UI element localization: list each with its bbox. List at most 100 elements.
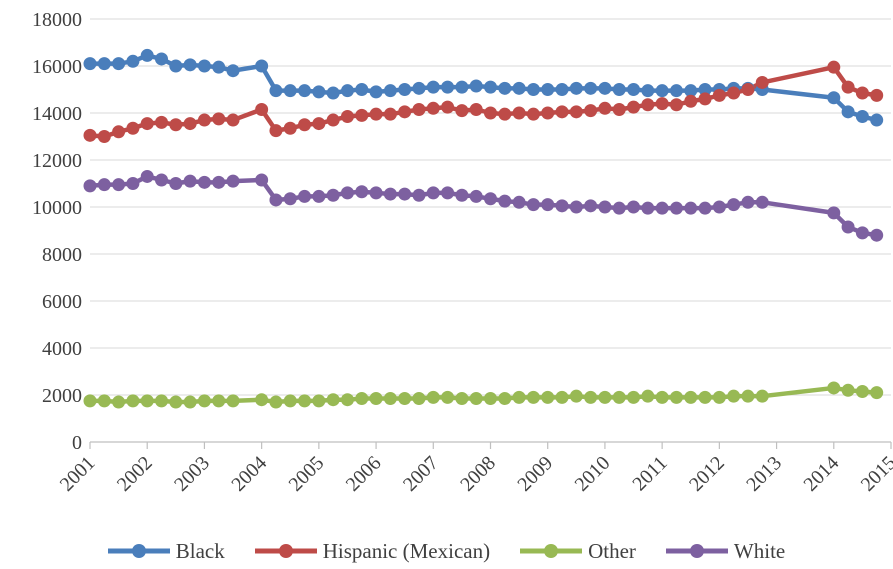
data-point-white bbox=[727, 198, 741, 212]
series-points-hispanic-mexican bbox=[83, 60, 884, 143]
legend-item-other: Other bbox=[520, 539, 636, 564]
data-point-hispanic-mexican bbox=[212, 112, 226, 126]
data-point-other bbox=[655, 390, 669, 404]
data-point-hispanic-mexican bbox=[712, 88, 726, 102]
data-point-black bbox=[126, 54, 140, 68]
x-tick-label: 2004 bbox=[227, 452, 271, 496]
data-point-other bbox=[598, 390, 612, 404]
data-point-hispanic-mexican bbox=[326, 113, 340, 127]
data-point-black bbox=[340, 84, 354, 98]
data-point-white bbox=[484, 192, 497, 206]
data-point-hispanic-mexican bbox=[484, 106, 497, 120]
data-point-white bbox=[340, 186, 354, 200]
data-point-other bbox=[412, 392, 426, 406]
data-point-other bbox=[827, 381, 841, 395]
data-point-other bbox=[326, 393, 340, 407]
data-point-other bbox=[298, 394, 312, 408]
data-point-other bbox=[526, 390, 540, 404]
data-point-hispanic-mexican bbox=[269, 124, 283, 138]
data-point-black bbox=[627, 83, 641, 96]
data-point-white bbox=[827, 206, 841, 220]
data-point-hispanic-mexican bbox=[169, 118, 183, 132]
data-point-hispanic-mexican bbox=[498, 107, 512, 121]
data-point-black bbox=[555, 83, 569, 96]
data-point-other bbox=[112, 395, 126, 409]
data-point-hispanic-mexican bbox=[298, 118, 312, 132]
data-point-other bbox=[484, 392, 497, 406]
y-tick-label: 12000 bbox=[32, 150, 82, 172]
data-point-other bbox=[855, 384, 869, 398]
series-markers bbox=[83, 48, 884, 409]
data-point-white bbox=[612, 201, 626, 215]
data-point-black bbox=[512, 81, 526, 95]
data-point-white bbox=[312, 189, 326, 203]
series-points-other bbox=[83, 381, 884, 409]
data-point-black bbox=[841, 105, 855, 119]
data-point-other bbox=[569, 389, 583, 403]
data-point-black bbox=[426, 80, 440, 94]
data-point-hispanic-mexican bbox=[312, 117, 326, 131]
data-point-hispanic-mexican bbox=[140, 117, 154, 131]
data-point-other bbox=[340, 393, 354, 407]
axes bbox=[89, 441, 892, 449]
data-point-other bbox=[469, 392, 483, 406]
y-axis-tick-labels: 0 2000 4000 6000 8000 10000 12000 14000 16000 180… bbox=[32, 9, 82, 454]
data-point-white bbox=[126, 177, 140, 190]
data-point-black bbox=[412, 81, 426, 95]
data-point-white bbox=[627, 200, 641, 214]
data-point-other bbox=[741, 389, 755, 403]
data-point-white bbox=[155, 173, 169, 187]
data-point-black bbox=[383, 84, 397, 98]
y-tick-label: 0 bbox=[72, 432, 82, 454]
data-point-black bbox=[612, 83, 626, 96]
data-point-white bbox=[140, 169, 154, 183]
data-point-other bbox=[269, 395, 283, 409]
data-point-white bbox=[526, 198, 540, 212]
x-tick-label: 2002 bbox=[113, 452, 157, 496]
data-point-black bbox=[569, 81, 583, 95]
data-point-white bbox=[755, 195, 769, 209]
data-point-black bbox=[369, 85, 383, 99]
data-point-hispanic-mexican bbox=[155, 115, 169, 129]
legend-swatch-black bbox=[107, 544, 170, 558]
data-point-hispanic-mexican bbox=[841, 80, 855, 94]
y-tick-label: 16000 bbox=[32, 56, 82, 78]
x-tick-label: 2009 bbox=[513, 452, 557, 496]
data-point-white bbox=[469, 189, 483, 203]
data-point-other bbox=[755, 389, 769, 403]
legend-item-hispanic: Hispanic (Mexican) bbox=[254, 538, 491, 564]
data-point-hispanic-mexican bbox=[855, 86, 869, 100]
data-point-white bbox=[498, 194, 512, 208]
data-point-hispanic-mexican bbox=[455, 104, 469, 118]
data-point-other bbox=[584, 390, 598, 404]
x-tick-label: 2012 bbox=[685, 452, 729, 496]
data-point-black bbox=[169, 59, 183, 73]
data-point-white bbox=[655, 201, 669, 215]
data-point-black bbox=[584, 81, 598, 95]
data-point-hispanic-mexican bbox=[569, 105, 583, 119]
data-point-white bbox=[641, 201, 655, 215]
legend-label-hispanic: Hispanic (Mexican) bbox=[322, 538, 491, 563]
data-point-black bbox=[441, 80, 455, 94]
data-point-white bbox=[741, 195, 755, 209]
legend: Black Hispanic (Mexican) Other White bbox=[0, 536, 893, 566]
data-point-white bbox=[569, 200, 583, 214]
data-point-white bbox=[598, 200, 612, 214]
legend-label-black: Black bbox=[175, 538, 225, 563]
data-point-white bbox=[398, 187, 412, 201]
data-point-white bbox=[283, 192, 297, 206]
data-point-other bbox=[627, 390, 641, 404]
data-point-black bbox=[469, 79, 483, 93]
data-point-black bbox=[226, 64, 240, 78]
data-point-other bbox=[255, 393, 269, 407]
data-point-other bbox=[841, 383, 855, 397]
data-point-black bbox=[526, 83, 540, 96]
data-point-hispanic-mexican bbox=[541, 106, 555, 120]
legend-label-white: White bbox=[733, 538, 786, 563]
data-point-hispanic-mexican bbox=[83, 128, 97, 142]
data-point-white bbox=[197, 175, 211, 189]
data-point-white bbox=[412, 188, 426, 202]
data-point-black bbox=[312, 85, 326, 99]
data-point-hispanic-mexican bbox=[612, 102, 626, 116]
